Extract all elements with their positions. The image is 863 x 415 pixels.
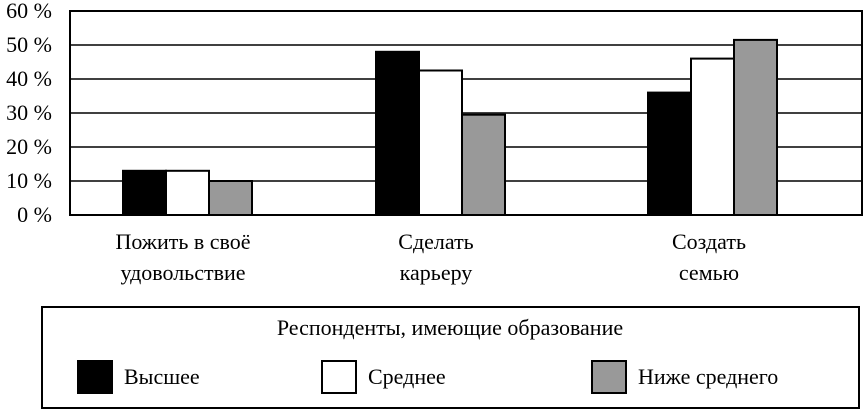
bar	[418, 69, 463, 216]
bar	[165, 169, 210, 217]
x-tick-label: карьеру	[400, 260, 473, 285]
bar	[375, 50, 420, 216]
plot-frame	[69, 10, 863, 216]
legend-swatch	[591, 360, 627, 394]
x-tick-label: Сделать	[398, 229, 473, 254]
legend-label: Ниже среднего	[638, 364, 778, 389]
bar	[647, 91, 692, 216]
legend-swatch	[321, 360, 357, 394]
legend-swatch	[77, 360, 113, 394]
bar	[122, 169, 167, 217]
y-tick-label: 10 %	[6, 168, 52, 193]
x-tick-label: Пожить в своё	[115, 229, 250, 254]
y-tick-label: 30 %	[6, 100, 52, 125]
legend-box	[41, 306, 860, 409]
y-tick-label: 50 %	[6, 32, 52, 57]
legend-title: Респонденты, имеющие образование	[277, 315, 623, 340]
legend-label: Среднее	[368, 364, 446, 389]
bar	[208, 180, 253, 216]
legend: Респонденты, имеющие образование Высшее С…	[41, 306, 860, 409]
plot-border	[69, 10, 863, 216]
bar	[690, 57, 735, 216]
legend-label: Высшее	[124, 364, 200, 389]
bar	[461, 113, 506, 216]
legend-items: Высшее Среднее Ниже среднего	[77, 360, 778, 394]
y-axis-labels: 0 % 10 % 20 % 30 % 40 % 50 % 60 %	[6, 0, 52, 227]
x-axis-labels: Пожить в своё удовольствие Сделать карьеру С…	[115, 229, 746, 285]
x-tick-label: удовольствие	[120, 260, 245, 285]
x-tick-label: семью	[679, 260, 739, 285]
y-tick-label: 0 %	[17, 202, 52, 227]
x-tick-label: Создать	[672, 229, 746, 254]
bar	[733, 38, 778, 217]
bars	[122, 38, 778, 217]
y-tick-label: 20 %	[6, 134, 52, 159]
y-tick-label: 60 %	[6, 0, 52, 23]
y-tick-label: 40 %	[6, 66, 52, 91]
